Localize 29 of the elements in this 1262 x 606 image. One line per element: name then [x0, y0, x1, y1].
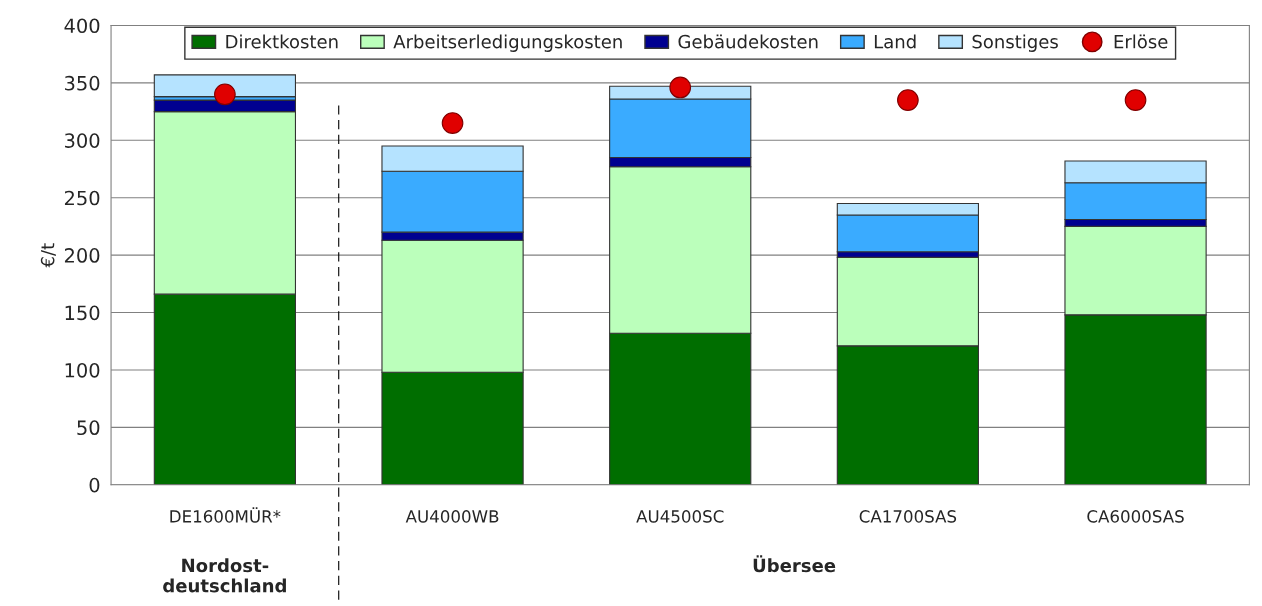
bar — [153, 74, 297, 98]
x-tick-label: CA6000SAS — [1087, 510, 1184, 523]
y-tick-label: 100 — [65, 362, 100, 378]
legend-label: Arbeitserledigungskosten — [393, 34, 622, 52]
y-tick-label: 350 — [65, 75, 100, 91]
y-tick-label: 200 — [64, 248, 100, 263]
x-tick-label: AU4500SC — [636, 510, 724, 523]
y-tick-label: 150 — [65, 305, 100, 321]
y-tick-label: 250 — [64, 190, 100, 206]
point — [441, 112, 464, 134]
point — [214, 83, 236, 106]
y-axis-title: €/t — [40, 243, 56, 268]
point — [897, 89, 919, 111]
legend-label: Gebäudekosten — [678, 34, 818, 49]
y-tick-label: 300 — [65, 133, 100, 148]
point — [669, 76, 692, 99]
y-tick-label: 50 — [77, 420, 100, 436]
x-tick-label: DE1600MÜR* — [170, 507, 281, 523]
y-tick-label: 400 — [64, 18, 100, 34]
text: Übersee — [753, 555, 836, 573]
legend-label: Sonstiges — [972, 34, 1058, 52]
legend-label: Direktkosten — [226, 34, 338, 49]
text: Nordost- deutschland — [163, 558, 286, 593]
x-tick-label: CA1700SAS — [859, 510, 957, 523]
x-tick-label: AU4000WB — [405, 510, 499, 523]
legend-label: Erlöse — [1114, 34, 1168, 49]
y-tick-label: 0 — [89, 477, 100, 493]
point — [1124, 89, 1147, 111]
legend-label: Land — [874, 34, 916, 49]
